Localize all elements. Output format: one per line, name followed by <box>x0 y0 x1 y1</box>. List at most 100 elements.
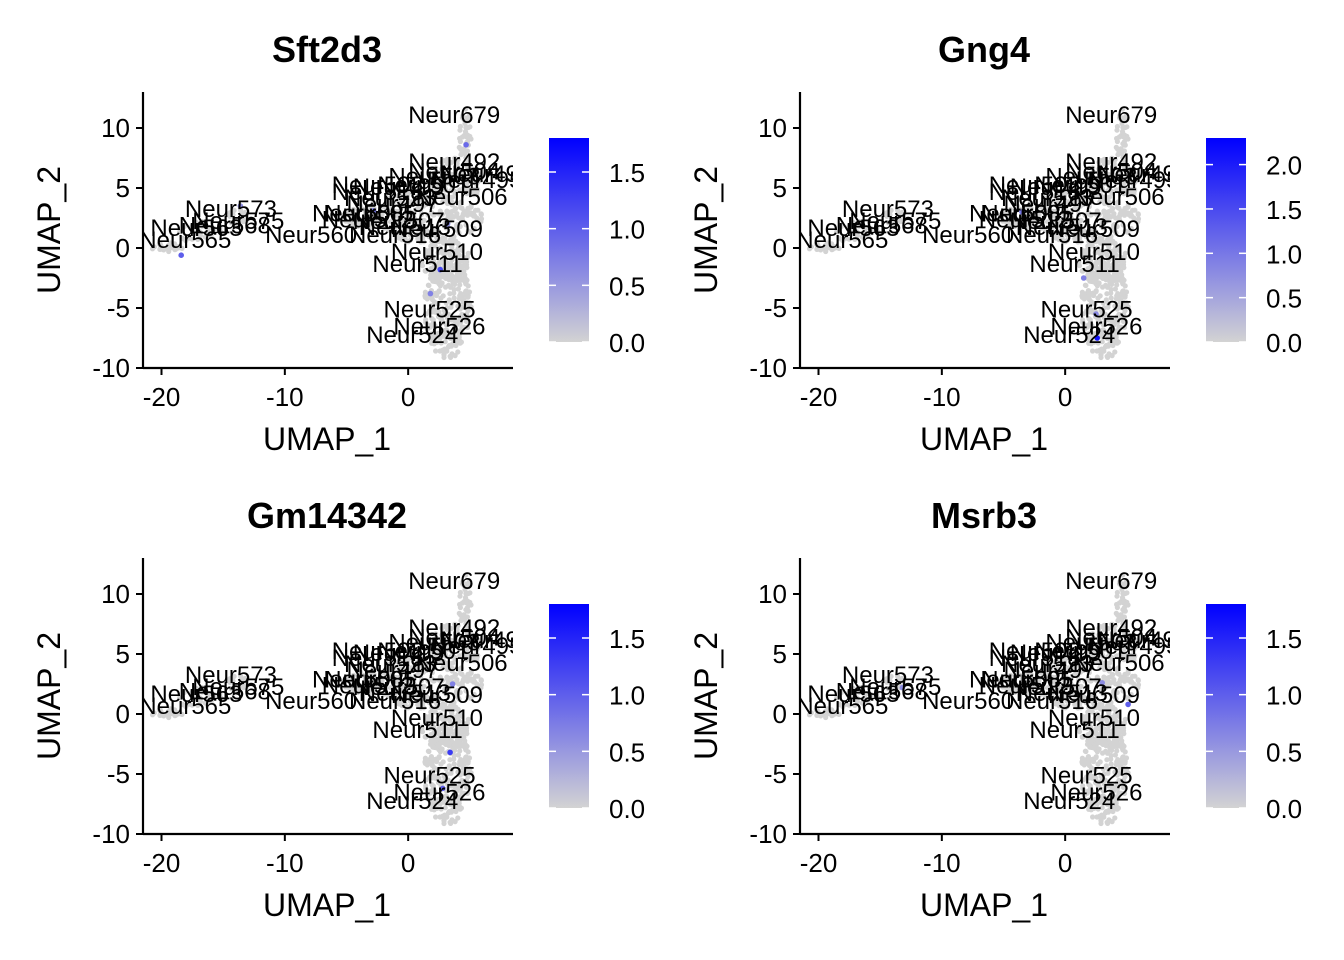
cell-point <box>357 669 364 675</box>
cell-point <box>202 700 208 706</box>
cell-point <box>452 188 458 194</box>
cell-point <box>364 685 370 691</box>
cell-point <box>854 699 861 705</box>
cell-point <box>1111 221 1117 228</box>
cell-point <box>1018 681 1024 687</box>
cell-point <box>1120 222 1126 228</box>
cell-point <box>197 229 203 235</box>
y-tick-label: -5 <box>107 293 130 323</box>
cell-point <box>429 253 435 259</box>
cluster-labels: Neur679 Neur492Neur504Neur503Neur491Neur4… <box>143 568 513 815</box>
cell-point <box>1117 579 1123 585</box>
cluster-label: Neur573 <box>185 196 277 223</box>
colorbar-tick-label: 1.0 <box>609 681 645 711</box>
umap-panel-msrb3: Msrb3 Neur679 Neur492Neur504Neur503Neur49… <box>688 495 1302 923</box>
cell-point <box>464 159 470 165</box>
cell-point <box>431 299 437 305</box>
expressing-cell-point <box>1019 209 1025 215</box>
cell-point <box>1087 666 1093 672</box>
expressing-cell-point <box>463 142 469 148</box>
cell-point <box>1065 665 1071 671</box>
cell-point <box>433 631 439 637</box>
cell-point <box>404 704 410 711</box>
cell-point <box>1090 348 1096 354</box>
cell-point <box>1033 684 1039 690</box>
cell-point <box>347 677 353 683</box>
cluster-label: Neur511 <box>1029 717 1119 744</box>
cell-point <box>415 202 421 208</box>
cell-point <box>429 758 435 765</box>
cell-point <box>1077 203 1084 209</box>
cell-point <box>408 665 414 671</box>
cluster-label: Neur508 <box>312 201 404 228</box>
cell-point <box>430 783 436 789</box>
cell-point <box>1108 704 1114 710</box>
cell-point <box>447 262 453 268</box>
cell-point <box>1085 636 1091 643</box>
cell-point <box>433 169 439 175</box>
cell-point <box>407 698 413 704</box>
cell-point <box>371 218 377 224</box>
panel-title: Sft2d3 <box>272 29 382 70</box>
cell-point <box>1122 228 1128 234</box>
cell-point <box>428 170 434 176</box>
panel-title: Msrb3 <box>931 495 1037 536</box>
cell-point <box>1100 691 1106 697</box>
cell-point <box>1096 159 1102 165</box>
cell-point <box>446 240 452 246</box>
cell-cloud <box>806 572 1142 827</box>
cell-point <box>1040 219 1046 225</box>
cell-point <box>432 656 439 662</box>
cluster-label: Neur573 <box>842 662 934 689</box>
cluster-label: Neur568 <box>836 213 928 240</box>
cell-point <box>1102 640 1108 646</box>
y-axis-title: UMAP_2 <box>31 632 67 760</box>
cell-point <box>227 210 233 216</box>
cell-point <box>1030 676 1036 682</box>
colorbar-tick-label: 2.0 <box>1266 151 1302 181</box>
cell-point <box>429 806 435 812</box>
cell-point <box>1000 218 1006 224</box>
cell-point <box>413 231 419 237</box>
colorbar-tick-label: 0.5 <box>609 271 645 301</box>
cluster-label: Neur492 <box>408 149 500 176</box>
cell-point <box>1114 215 1120 221</box>
cell-point <box>446 808 452 815</box>
cell-point <box>390 208 396 214</box>
cluster-label: Neur516 <box>1006 222 1098 249</box>
cell-point <box>1087 788 1093 794</box>
cell-point <box>1125 670 1131 676</box>
cell-point <box>435 314 442 320</box>
y-axis-title: UMAP_2 <box>31 166 67 294</box>
cell-point <box>1079 759 1085 765</box>
cell-point <box>1121 790 1128 797</box>
cell-point <box>474 166 480 172</box>
cell-point <box>1104 728 1110 734</box>
cell-point <box>471 691 477 698</box>
cell-point <box>1119 616 1125 623</box>
cell-point <box>370 666 376 672</box>
cell-point <box>1014 203 1021 209</box>
cell-point <box>446 663 452 669</box>
cell-point <box>414 219 420 225</box>
cell-point <box>1101 348 1107 354</box>
cell-point <box>434 235 440 241</box>
cluster-label: Neur509 <box>1048 216 1140 243</box>
cell-point <box>444 208 450 214</box>
cell-point <box>1128 213 1134 219</box>
cluster-label: Neur516 <box>349 688 441 715</box>
cell-point <box>1108 238 1114 244</box>
axes: -20 -10 0 -10 -5 0 5 10 <box>749 92 1170 412</box>
expressing-cell-point <box>178 252 184 258</box>
cluster-label: Neur573 <box>185 662 277 689</box>
cell-point <box>1081 228 1087 234</box>
cell-point <box>1062 670 1068 676</box>
cell-point <box>447 757 453 763</box>
cluster-label: Neur495 <box>1087 167 1179 194</box>
cell-point <box>343 218 349 224</box>
cell-point <box>440 665 446 671</box>
cell-point <box>428 303 434 309</box>
cell-point <box>241 211 247 217</box>
cell-point <box>1042 197 1049 203</box>
cell-point <box>425 791 431 797</box>
